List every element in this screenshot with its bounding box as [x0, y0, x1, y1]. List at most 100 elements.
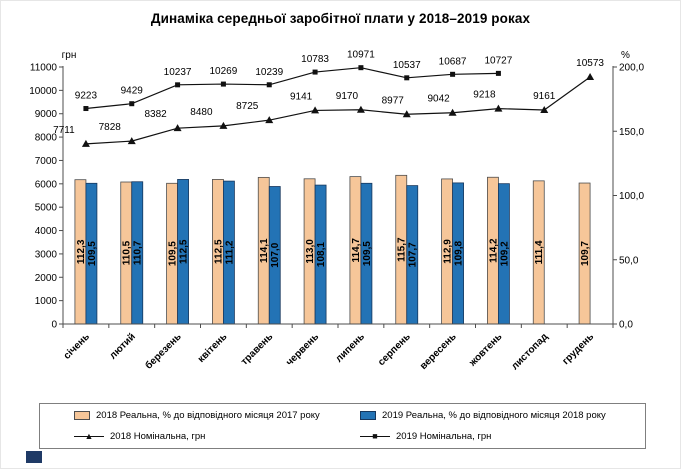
legend-item-2018-real: 2018 Реальна, % до відповідного місяця 2…	[74, 410, 320, 421]
legend-item-2019-nominal: ■ 2019 Номінальна, грн	[360, 431, 491, 442]
corner-artifact	[26, 451, 42, 463]
triangle-marker	[265, 116, 274, 124]
point-label: 8977	[382, 95, 405, 106]
bar-value-label: 109,8	[454, 241, 465, 266]
bar-value-label: 110,5	[122, 240, 133, 265]
square-marker	[312, 69, 318, 75]
bar-value-label: 109,5	[362, 241, 373, 266]
point-label: 9170	[336, 91, 359, 102]
month-label: лютий	[108, 331, 138, 361]
point-label: 10783	[301, 54, 329, 65]
left-tick-label: 0	[51, 320, 57, 331]
left-tick-label: 4000	[35, 226, 58, 237]
left-tick-label: 8000	[35, 133, 58, 144]
legend-item-2018-nominal: ▲ 2018 Номінальна, грн	[74, 431, 205, 442]
month-label: жовтень	[467, 331, 505, 369]
legend-swatch-2019-real-bar	[360, 411, 376, 420]
point-label: 10971	[347, 50, 375, 61]
bar-value-label: 114,7	[351, 238, 362, 263]
bar-value-label: 111,2	[224, 240, 235, 264]
left-axis-unit: грн	[62, 50, 77, 61]
month-label: травень	[239, 331, 275, 367]
left-tick-label: 11000	[30, 63, 58, 74]
legend-line-sample-2019: ■	[360, 430, 390, 442]
triangle-marker	[356, 105, 365, 113]
square-marker	[220, 81, 226, 87]
chart-legend: 2018 Реальна, % до відповідного місяця 2…	[39, 403, 646, 449]
point-label: 8725	[236, 101, 259, 112]
point-label: 10573	[576, 58, 604, 69]
month-label: червень	[284, 331, 321, 368]
triangle-marker	[173, 124, 182, 132]
point-label: 10269	[210, 66, 238, 77]
chart-title: Динаміка середньої заробітної плати у 20…	[150, 11, 531, 26]
right-tick-label: 200,0	[619, 63, 644, 74]
line-2018-nominal	[85, 76, 591, 145]
wage-dynamics-chart: 112,3 110,5 109,5 112,5 114,1 113,0 114,7 115,7…	[29, 50, 644, 373]
point-label: 7711	[53, 125, 75, 136]
legend-label-2019-nominal: 2019 Номінальна, грн	[396, 431, 492, 442]
left-tick-label: 1000	[35, 296, 58, 307]
bar-value-label: 112,9	[443, 239, 454, 264]
triangle-marker	[540, 105, 549, 113]
legend-line-sample-2018: ▲	[74, 430, 104, 442]
bar-value-label: 107,0	[270, 242, 281, 267]
legend-label-2018-real: 2018 Реальна, % до відповідного місяця 2…	[96, 410, 320, 421]
bar-value-label: 107,7	[408, 242, 419, 267]
square-marker	[450, 71, 456, 77]
triangle-marker	[127, 137, 136, 145]
bar-value-label: 109,2	[499, 241, 510, 266]
triangle-marker-icon: ▲	[84, 430, 94, 441]
month-label: січень	[62, 331, 92, 361]
bar-value-label: 110,7	[133, 240, 144, 265]
bar-value-label: 108,1	[316, 242, 327, 267]
right-tick-label: 50,0	[619, 255, 639, 266]
square-marker	[495, 70, 501, 76]
left-tick-label: 7000	[35, 156, 58, 167]
bar-value-label: 112,5	[213, 239, 224, 264]
point-label: 10727	[485, 55, 513, 66]
left-tick-label: 10000	[29, 86, 57, 97]
legend-item-2019-real: 2019 Реальна, % до відповідного місяця 2…	[360, 410, 606, 421]
point-label: 10537	[393, 60, 421, 71]
point-label: 9141	[290, 91, 313, 102]
point-label: 9042	[427, 94, 450, 105]
left-tick-label: 5000	[35, 203, 58, 214]
point-label: 8382	[144, 109, 167, 120]
triangle-marker	[311, 106, 320, 114]
legend-swatch-2018-real-bar	[74, 411, 90, 420]
square-marker	[404, 75, 410, 81]
month-label: листопад	[509, 331, 550, 372]
month-label: липень	[334, 331, 367, 364]
triangle-marker	[219, 121, 228, 129]
month-label: грудень	[560, 331, 596, 367]
triangle-marker	[402, 110, 411, 118]
point-label: 7828	[99, 122, 122, 133]
month-label: квітень	[196, 331, 230, 365]
legend-label-2019-real: 2019 Реальна, % до відповідного місяця 2…	[382, 410, 606, 421]
bar-value-label: 115,7	[397, 237, 408, 262]
month-label: серпень	[376, 331, 413, 368]
square-marker-icon: ■	[372, 430, 378, 441]
bar-value-label: 111,4	[534, 240, 545, 264]
triangle-marker	[448, 108, 457, 116]
right-axis-unit: %	[621, 50, 630, 61]
bar-value-label: 114,1	[259, 238, 270, 263]
left-tick-label: 3000	[35, 249, 58, 260]
bar-value-label: 109,5	[87, 241, 98, 266]
left-tick-label: 9000	[35, 109, 58, 120]
square-marker	[175, 82, 181, 88]
square-marker	[358, 65, 364, 71]
line-2019-nominal	[85, 67, 499, 110]
point-label: 10239	[255, 67, 283, 78]
square-marker	[129, 101, 135, 107]
bar-value-label: 113,0	[305, 239, 316, 264]
triangle-marker	[586, 72, 595, 80]
square-marker	[83, 106, 89, 112]
point-label: 10687	[439, 56, 467, 67]
point-label: 8480	[190, 107, 213, 118]
triangle-marker	[81, 139, 90, 147]
square-marker	[266, 82, 272, 88]
bar-value-label: 112,3	[76, 239, 87, 264]
month-label: березень	[143, 331, 184, 372]
